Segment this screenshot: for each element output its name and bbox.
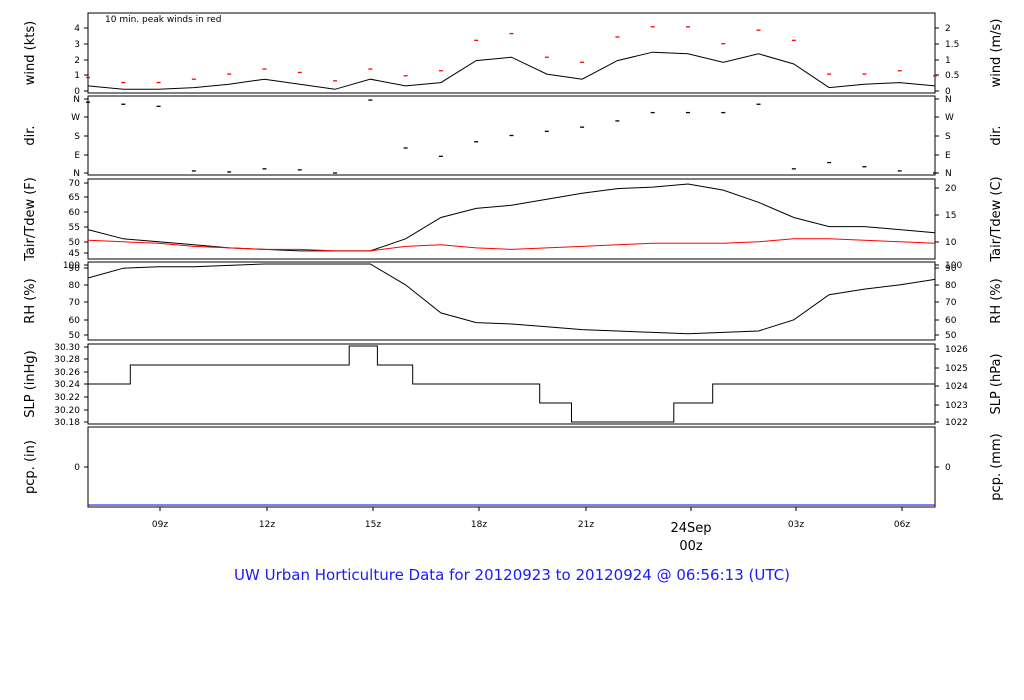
slp-left-tick-label: 30.22 [54,393,80,403]
slp-left-tick-label: 30.26 [54,368,80,378]
rh-left-tick-label: 60 [69,316,81,326]
panel-slp: SLP (inHg) SLP (hPa) 30.18 30.20 30.22 30.24 3… [23,343,1004,428]
wind-right-tick-label: 2 [945,24,951,34]
slp-left-tick-label: 30.18 [54,418,80,428]
panel-wind: wind (kts) wind (m/s) 0 1 2 3 4 0 0.5 1 1.5 2 10 min… [23,12,1004,97]
dir-right-tick-label: N [945,95,952,105]
x-tick-label: 03z [788,520,804,530]
rh-left-axis-label: RH (%) [23,278,38,323]
wind-annotation: 10 min. peak winds in red [105,15,222,25]
wind-right-tick-label: 0 [945,87,951,97]
rh-series-0 [87,263,936,335]
dir-right-tick-label: W [945,113,954,123]
slp-right-tick-label: 1026 [945,345,968,355]
temp-right-axis-label: Tair/Tdew (C) [989,176,1004,262]
slp-left-tick-label: 30.30 [54,343,80,353]
wind-right-tick-label: 0.5 [945,71,959,81]
rh-right-tick-label: 100 [945,261,962,271]
temp-left-tick-label: 45 [69,249,80,259]
wind-right-tick-label: 1 [945,56,951,66]
rh-right-tick-label: 80 [945,281,957,291]
slp-right-axis-label: SLP (hPa) [989,353,1004,414]
x-axis: 09z 12z 15z 18z 21z 03z 06z 24Sep 00z [152,507,910,554]
temp-series-tair [87,183,936,252]
temp-left-tick-label: 70 [69,179,81,189]
temp-left-axis-label: Tair/Tdew (F) [23,177,38,262]
rh-right-axis-label: RH (%) [989,278,1004,323]
rh-left-tick-label: 90 [69,264,81,274]
pcp-right-axis-label: pcp. (mm) [989,433,1004,500]
dir-left-tick-label: N [73,169,80,179]
temp-left-tick-label: 65 [69,193,80,203]
x-tick-label: 21z [578,520,594,530]
temp-series-tdew [87,238,936,252]
weather-chart: wind (kts) wind (m/s) 0 1 2 3 4 0 0.5 1 1.5 2 10 min… [23,12,1004,554]
dir-left-tick-label: N [73,95,80,105]
panel-pcp: pcp. (in) pcp. (mm) 0 0 [23,426,1004,508]
date-tick-hour: 00z [679,539,703,554]
slp-right-tick-label: 1022 [945,418,968,428]
temp-frame [87,178,936,260]
wind-right-axis-label: wind (m/s) [989,19,1004,88]
rh-right-tick-label: 90 [945,264,957,274]
dir-right-tick-label: S [945,132,951,142]
pcp-right-tick-label: 0 [945,463,951,473]
slp-series-0 [88,345,935,423]
wind-left-tick-label: 2 [74,56,80,66]
slp-left-tick-label: 30.28 [54,355,80,365]
dir-left-tick-label: S [74,132,80,142]
date-tick-day: 24Sep [670,521,711,536]
wind-frame [87,12,936,94]
rh-frame [87,261,936,341]
slp-left-tick-label: 30.20 [54,406,80,416]
x-tick-label: 12z [259,520,275,530]
wind-left-tick-label: 3 [74,40,80,50]
rh-left-tick-label: 70 [69,298,81,308]
dir-left-axis-label: dir. [23,125,38,145]
wind-right-tick-label: 1.5 [945,40,959,50]
pcp-left-tick-label: 0 [74,463,80,473]
slp-right-tick-label: 1025 [945,364,968,374]
dir-right-axis-label: dir. [989,125,1004,145]
x-tick-label: 06z [894,520,910,530]
slp-right-tick-label: 1023 [945,401,968,411]
dir-right-tick-label: N [945,169,952,179]
pcp-left-axis-label: pcp. (in) [23,440,38,494]
rh-right-tick-label: 70 [945,298,957,308]
chart-title: UW Urban Horticulture Data for 20120923 … [234,566,790,584]
dir-left-tick-label: W [71,113,80,123]
x-tick-label: 15z [365,520,381,530]
x-tick-label: 09z [152,520,168,530]
temp-right-tick-label: 10 [945,238,957,248]
temp-left-tick-label: 50 [69,238,81,248]
slp-left-axis-label: SLP (inHg) [23,350,38,418]
x-tick-label: 18z [471,520,487,530]
rh-left-tick-label: 80 [69,281,81,291]
rh-left-tick-label: 50 [69,331,81,341]
wind-series-0 [87,51,936,90]
rh-right-tick-label: 50 [945,331,957,341]
slp-left-tick-label: 30.24 [54,380,80,390]
temp-right-tick-label: 15 [945,211,956,221]
chart-panels: wind (kts) wind (m/s) 0 1 2 3 4 0 0.5 1 1.5 2 10 min… [23,12,1004,508]
temp-right-tick-label: 20 [945,184,957,194]
dir-left-tick-label: E [74,151,80,161]
wind-left-axis-label: wind (kts) [23,21,38,85]
wind-left-tick-label: 0 [74,87,80,97]
rh-right-tick-label: 60 [945,316,957,326]
wind-left-tick-label: 4 [74,24,80,34]
temp-left-tick-label: 60 [69,208,81,218]
slp-right-tick-label: 1024 [945,382,968,392]
wind-left-tick-label: 1 [74,71,80,81]
rh-left-tick-label: 100 [63,261,80,271]
temp-left-tick-label: 55 [69,223,80,233]
pcp-frame [87,426,936,508]
dir-right-tick-label: E [945,151,951,161]
